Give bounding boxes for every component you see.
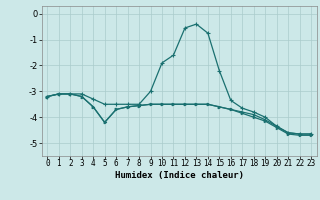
X-axis label: Humidex (Indice chaleur): Humidex (Indice chaleur) — [115, 171, 244, 180]
